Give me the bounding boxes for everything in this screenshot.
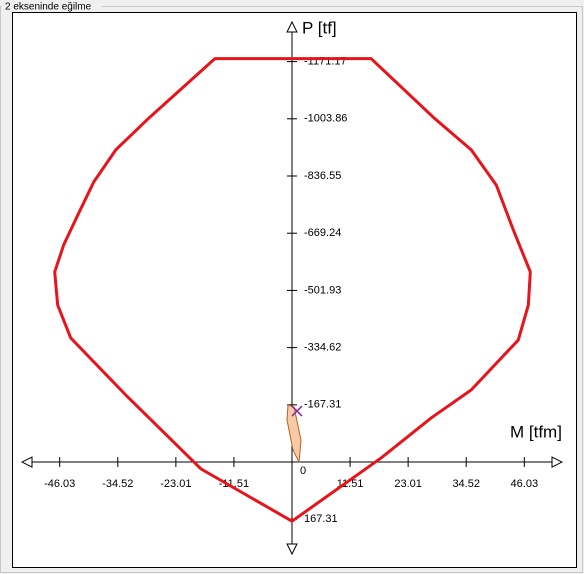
x-tick-label: -46.03 xyxy=(44,478,75,490)
x-tick-label: -23.01 xyxy=(160,478,191,490)
y-tick-label: -669.24 xyxy=(304,227,341,239)
arrow xyxy=(551,456,564,468)
chart-title: 2 ekseninde eğilme xyxy=(5,2,92,13)
x-tick-label: 0 xyxy=(300,465,306,477)
x-tick-label: 34.52 xyxy=(452,478,480,490)
x-tick-label: 11.51 xyxy=(337,478,364,490)
x-tick-label: -11.51 xyxy=(219,478,249,490)
y-tick-label: 167.31 xyxy=(304,513,338,525)
y-tick-label: -334.62 xyxy=(304,342,341,354)
x-tick-label: 46.03 xyxy=(511,478,539,490)
x-axis-label: M [tfm] xyxy=(510,422,562,441)
series-outline xyxy=(286,404,302,463)
y-tick-label: -167.31 xyxy=(304,399,341,411)
y-tick-label: -501.93 xyxy=(304,284,341,296)
y-tick-label: -836.55 xyxy=(304,170,341,182)
y-tick-label: -1003.86 xyxy=(304,113,347,125)
demand-point xyxy=(291,405,303,417)
y-axis-label: P [tf] xyxy=(302,18,337,37)
group-box xyxy=(0,6,583,573)
arrow xyxy=(286,543,298,556)
arrow xyxy=(286,20,298,33)
arrow xyxy=(20,456,33,468)
title-bg xyxy=(2,0,102,13)
x-tick-label: 23.01 xyxy=(394,478,422,490)
series-outline xyxy=(53,57,532,523)
x-tick-label: -34.52 xyxy=(102,478,133,490)
